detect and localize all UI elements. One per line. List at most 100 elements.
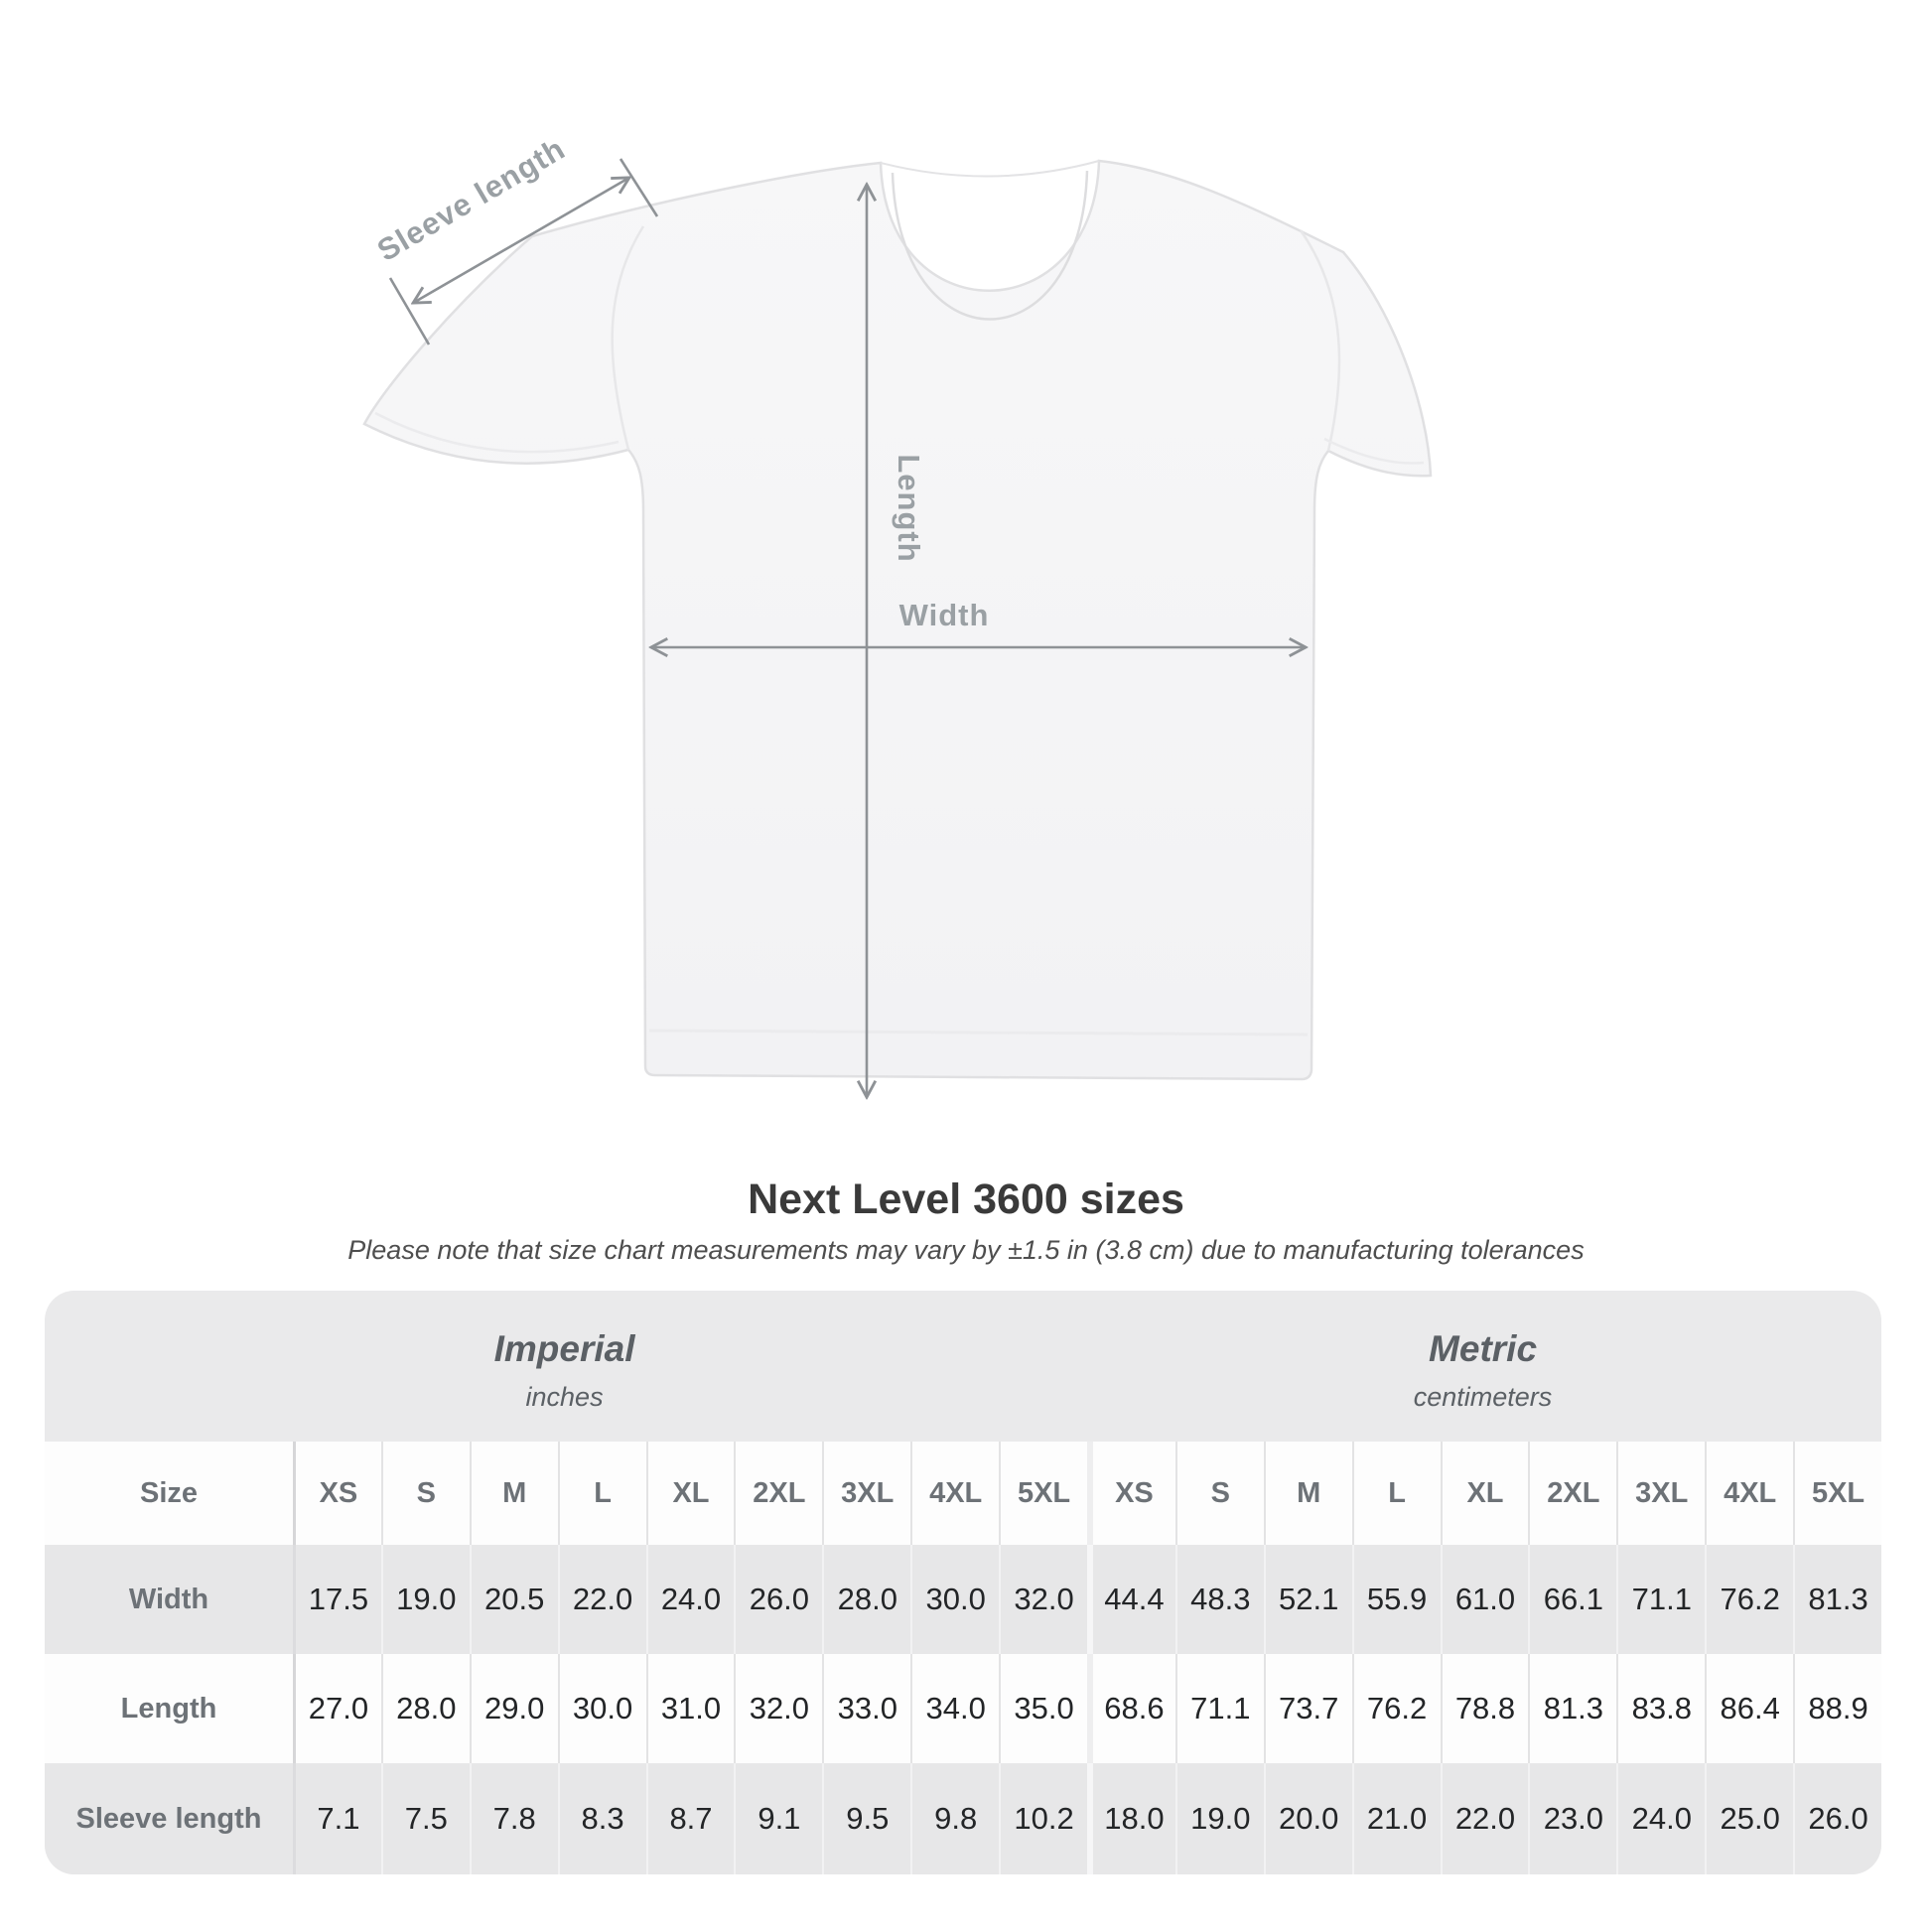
value-cell: 8.7 [645,1763,735,1874]
value-cell: 32.0 [734,1654,822,1763]
unit-metric: Metric centimeters [1084,1291,1881,1442]
unit-imperial-sub: inches [525,1381,604,1412]
value-cell: 22.0 [557,1545,646,1654]
size-header-row: Size XS S M L XL 2XL 3XL 4XL 5XL XS S M … [45,1442,1881,1545]
size-cell: L [557,1442,646,1545]
dimension-tick [388,277,431,345]
size-cell: S [380,1442,470,1545]
size-chart-panel: Imperial inches Metric centimeters Size … [45,1291,1881,1874]
value-cell: 88.9 [1793,1654,1881,1763]
collar-seam [891,170,1089,321]
value-cell: 28.0 [380,1654,470,1763]
value-cell: 8.3 [557,1763,646,1874]
value-cell: 26.0 [1793,1763,1881,1874]
tshirt-graphic: Sleeve length Length Width [362,131,1433,1132]
size-cell: M [1263,1442,1352,1545]
value-cell: 86.4 [1705,1654,1793,1763]
size-cell: XS [1086,1442,1175,1545]
tolerance-note: Please note that size chart measurements… [347,1235,1585,1265]
size-cell: XL [1440,1442,1529,1545]
value-cell: 81.3 [1793,1545,1881,1654]
value-cell: 81.3 [1528,1654,1616,1763]
value-cell: 73.7 [1263,1654,1352,1763]
value-cell: 24.0 [1616,1763,1705,1874]
length-label: Length [892,454,926,562]
value-cell: 32.0 [999,1545,1087,1654]
size-cell: 2XL [1528,1442,1616,1545]
value-cell: 61.0 [1440,1545,1529,1654]
value-cell: 71.1 [1616,1545,1705,1654]
width-label: Width [899,598,990,632]
row-label: Width [128,1583,209,1615]
value-cell: 31.0 [645,1654,735,1763]
size-cell: XS [293,1442,381,1545]
row-label: Length [120,1692,217,1725]
value-cell: 30.0 [557,1654,646,1763]
dimension-tick [619,158,659,217]
sleeve-length-arrow [388,158,659,345]
value-cell: 19.0 [1174,1763,1264,1874]
value-cell: 24.0 [645,1545,735,1654]
size-cell: 5XL [999,1442,1087,1545]
value-cell: 9.8 [910,1763,999,1874]
value-cell: 21.0 [1351,1763,1441,1874]
value-cell: 76.2 [1351,1654,1441,1763]
value-cell: 34.0 [910,1654,999,1763]
unit-system-header: Imperial inches Metric centimeters [45,1291,1881,1442]
value-cell: 22.0 [1440,1763,1529,1874]
size-cell: 3XL [822,1442,910,1545]
value-cell: 20.5 [469,1545,558,1654]
unit-metric-name: Metric [1429,1327,1538,1369]
value-cell: 7.5 [380,1763,470,1874]
value-cell: 44.4 [1086,1545,1175,1654]
value-cell: 29.0 [469,1654,558,1763]
tshirt-silhouette [362,159,1433,1081]
value-cell: 33.0 [822,1654,910,1763]
value-cell: 27.0 [293,1654,381,1763]
value-cell: 71.1 [1174,1654,1264,1763]
unit-metric-sub: centimeters [1413,1381,1553,1412]
value-cell: 9.5 [822,1763,910,1874]
value-cell: 30.0 [910,1545,999,1654]
unit-imperial: Imperial inches [45,1291,1084,1442]
value-cell: 19.0 [380,1545,470,1654]
value-cell: 35.0 [999,1654,1087,1763]
size-cell: 3XL [1616,1442,1705,1545]
value-cell: 76.2 [1705,1545,1793,1654]
value-cell: 83.8 [1616,1654,1705,1763]
tshirt-diagram: Sleeve length Length Width [338,129,1489,1132]
size-cell: XL [645,1442,735,1545]
size-cell: 5XL [1793,1442,1881,1545]
value-cell: 17.5 [293,1545,381,1654]
value-cell: 48.3 [1174,1545,1264,1654]
size-cell: M [469,1442,558,1545]
value-cell: 66.1 [1528,1545,1616,1654]
value-cell: 28.0 [822,1545,910,1654]
value-cell: 18.0 [1086,1763,1175,1874]
size-cell: 4XL [1705,1442,1793,1545]
value-cell: 10.2 [999,1763,1087,1874]
value-cell: 26.0 [734,1545,822,1654]
value-cell: 9.1 [734,1763,822,1874]
size-cell: 4XL [910,1442,999,1545]
size-cell: S [1174,1442,1264,1545]
value-cell: 68.6 [1086,1654,1175,1763]
size-column-label: Size [139,1476,199,1509]
page-title: Next Level 3600 sizes [748,1175,1184,1223]
value-cell: 23.0 [1528,1763,1616,1874]
heading-block: Next Level 3600 sizes Please note that s… [0,1174,1932,1266]
size-cell: 2XL [734,1442,822,1545]
unit-imperial-name: Imperial [493,1327,635,1369]
value-cell: 20.0 [1263,1763,1352,1874]
length-row: Length 27.0 28.0 29.0 30.0 31.0 32.0 33.… [45,1654,1881,1763]
value-cell: 7.1 [293,1763,381,1874]
width-row: Width 17.5 19.0 20.5 22.0 24.0 26.0 28.0… [45,1545,1881,1654]
value-cell: 25.0 [1705,1763,1793,1874]
size-cell: L [1351,1442,1441,1545]
sleeve-length-row: Sleeve length 7.1 7.5 7.8 8.3 8.7 9.1 9.… [45,1763,1881,1874]
value-cell: 55.9 [1351,1545,1441,1654]
collar-back-line [880,160,1100,178]
value-cell: 52.1 [1263,1545,1352,1654]
value-cell: 78.8 [1440,1654,1529,1763]
